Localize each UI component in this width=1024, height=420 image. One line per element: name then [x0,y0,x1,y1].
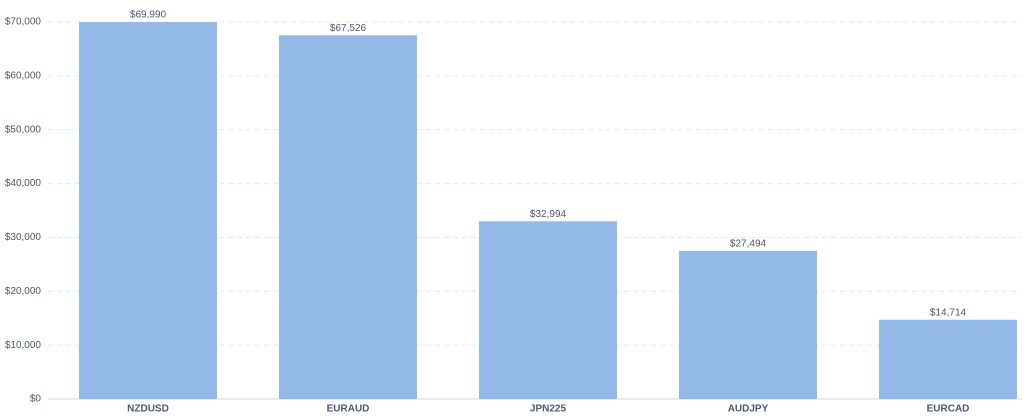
bar [79,22,217,399]
y-tick-label: $60,000 [5,70,42,81]
value-label: $14,714 [930,307,967,318]
x-tick-label: NZDUSD [127,404,169,415]
value-label: $69,990 [130,10,167,21]
value-label: $27,494 [730,239,767,250]
bar [279,35,417,400]
bar [879,319,1017,399]
x-tick-label: EURCAD [927,404,970,415]
y-tick-label: $50,000 [5,124,42,135]
x-tick-label: AUDJPY [728,404,769,415]
x-tick-label: JPN225 [530,404,567,415]
y-tick-label: $10,000 [5,340,42,351]
x-tick-label: EURAUD [327,404,370,415]
value-label: $67,526 [330,23,367,34]
y-tick-label: $30,000 [5,232,42,243]
y-tick-label: $20,000 [5,286,42,297]
y-tick-label: $40,000 [5,178,42,189]
y-tick-label: $0 [30,394,42,405]
bar [479,221,617,399]
bar [679,250,817,399]
value-label: $32,994 [530,209,567,220]
y-tick-label: $70,000 [5,17,42,28]
